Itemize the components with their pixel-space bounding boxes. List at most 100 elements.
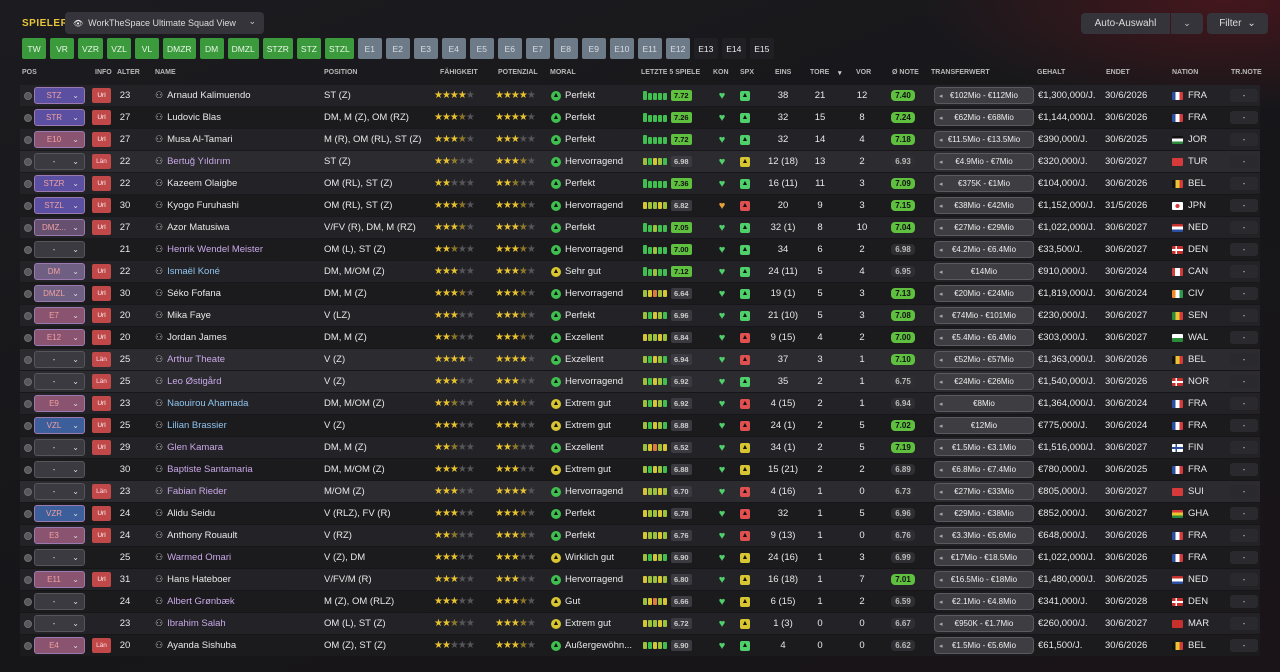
select-radio[interactable] [23, 305, 33, 326]
form-last5[interactable]: 6.70 [643, 481, 692, 502]
morale[interactable]: ▲ Hervorragend [551, 371, 623, 392]
training-rating[interactable]: - [1230, 573, 1258, 586]
player-name[interactable]: ⚇ Arthur Theate [155, 349, 225, 370]
col-wage[interactable]: GEHALT [1037, 69, 1066, 76]
view-selector[interactable]: 👁 WorkTheSpace Ultimate Squad View ⌄ [65, 12, 264, 34]
morale[interactable]: ▲ Perfekt [551, 305, 595, 326]
position-select[interactable]: STR ⌄ [34, 109, 85, 126]
training-rating[interactable]: - [1230, 155, 1258, 168]
select-radio[interactable] [23, 503, 33, 524]
form-last5[interactable]: 7.36 [643, 173, 692, 194]
player-name[interactable]: ⚇ Arnaud Kalimuendo [155, 85, 251, 106]
col-info[interactable]: INFO [95, 69, 112, 76]
position-chip-e3[interactable]: E3 [413, 38, 438, 59]
transfer-value[interactable]: €375K - €1Mio [934, 175, 1034, 192]
select-radio[interactable] [23, 217, 33, 238]
training-rating[interactable]: - [1230, 617, 1258, 630]
transfer-value[interactable]: €5.4Mio - €6.4Mio [934, 329, 1034, 346]
position-select[interactable]: - ⌄ [34, 373, 85, 390]
select-radio[interactable] [23, 591, 33, 612]
transfer-value[interactable]: €12Mio [934, 417, 1034, 434]
form-last5[interactable]: 6.90 [643, 547, 692, 568]
select-radio[interactable] [23, 283, 33, 304]
form-last5[interactable]: 6.76 [643, 525, 692, 546]
table-row[interactable]: - ⌄ Url 29 ⚇ Glen Kamara DM, M (Z) ★★ ★ ★ ★ ★★ ★ ★ ★ ▲ E… [20, 437, 1260, 458]
form-last5[interactable]: 6.80 [643, 569, 692, 590]
select-radio[interactable] [23, 613, 33, 634]
position-chip-vr[interactable]: VR [50, 38, 74, 59]
transfer-value[interactable]: €16.5Mio - €18Mio [934, 571, 1034, 588]
morale[interactable]: ▲ Extrem gut [551, 459, 611, 480]
position-select[interactable]: - ⌄ [34, 439, 85, 456]
col-potential[interactable]: POTENZIAL [498, 69, 538, 76]
form-last5[interactable]: 7.72 [643, 129, 692, 150]
select-radio[interactable] [23, 195, 33, 216]
transfer-value[interactable]: €1.5Mio - €5.6Mio [934, 637, 1034, 654]
transfer-value[interactable]: €1.5Mio - €3.1Mio [934, 439, 1034, 456]
position-chip-dmzl[interactable]: DMZL [227, 38, 259, 59]
position-chip-vzl[interactable]: VZL [107, 38, 131, 59]
morale[interactable]: ▲ Perfekt [551, 129, 595, 150]
morale[interactable]: ▲ Perfekt [551, 217, 595, 238]
player-name[interactable]: ⚇ Hans Hateboer [155, 569, 231, 590]
transfer-value[interactable]: €52Mio - €57Mio [934, 351, 1034, 368]
transfer-value[interactable]: €4.9Mio - €7Mio [934, 153, 1034, 170]
select-radio[interactable] [23, 371, 33, 392]
select-radio[interactable] [23, 547, 33, 568]
table-row[interactable]: - ⌄ 23 ⚇ Ibrahim Salah OM (L), ST (Z) ★★ ★ ★ ★ ★★★… [20, 613, 1260, 634]
table-row[interactable]: E7 ⌄ Url 20 ⚇ Mika Faye V (LZ) ★★★ ★ ★ ★★★ ★ ★ ▲ Perfe… [20, 305, 1260, 326]
table-row[interactable]: STZ ⌄ Url 23 ⚇ Arnaud Kalimuendo ST (Z) ★★★★ ★ ★★… [20, 85, 1260, 106]
col-pos[interactable]: POS [22, 69, 37, 76]
training-rating[interactable]: - [1230, 639, 1258, 652]
table-row[interactable]: DMZ... ⌄ Url 27 ⚇ Azor Matusiwa V/FV (R), DM, … [20, 217, 1260, 238]
training-rating[interactable]: - [1230, 265, 1258, 278]
col-expires[interactable]: ENDET [1106, 69, 1130, 76]
col-value[interactable]: TRANSFERWERT [931, 69, 990, 76]
position-chip-e15[interactable]: E15 [749, 38, 774, 59]
status-badge[interactable]: Url [92, 286, 111, 301]
training-rating[interactable]: - [1230, 133, 1258, 146]
transfer-value[interactable]: €38Mio - €42Mio [934, 197, 1034, 214]
position-chip-e1[interactable]: E1 [357, 38, 382, 59]
training-rating[interactable]: - [1230, 243, 1258, 256]
player-name[interactable]: ⚇ Warmed Omari [155, 547, 231, 568]
form-last5[interactable]: 6.94 [643, 349, 692, 370]
select-radio[interactable] [23, 327, 33, 348]
auto-select-dropdown[interactable]: ⌄ [1171, 13, 1203, 34]
position-select[interactable]: - ⌄ [34, 461, 85, 478]
position-select[interactable]: - ⌄ [34, 351, 85, 368]
player-name[interactable]: ⚇ Naouirou Ahamada [155, 393, 248, 414]
morale[interactable]: ▲ Extrem gut [551, 393, 611, 414]
form-last5[interactable]: 6.98 [643, 151, 692, 172]
training-rating[interactable]: - [1230, 375, 1258, 388]
position-chip-e8[interactable]: E8 [553, 38, 578, 59]
morale[interactable]: ▲ Extrem gut [551, 415, 611, 436]
form-last5[interactable]: 6.64 [643, 283, 692, 304]
status-badge[interactable]: Län [92, 154, 111, 169]
table-row[interactable]: STZR ⌄ Url 22 ⚇ Kazeem Olaigbe OM (RL), ST (Z)… [20, 173, 1260, 194]
position-chip-e13[interactable]: E13 [693, 38, 718, 59]
training-rating[interactable]: - [1230, 397, 1258, 410]
col-kon[interactable]: KON [713, 69, 729, 76]
position-chip-e11[interactable]: E11 [637, 38, 662, 59]
player-name[interactable]: ⚇ Ibrahim Salah [155, 613, 226, 634]
select-radio[interactable] [23, 151, 33, 172]
table-row[interactable]: - ⌄ 25 ⚇ Warmed Omari V (Z), DM ★★★ ★ ★ ★★★ ★ ★ ▲ Wir… [20, 547, 1260, 568]
auto-select-button[interactable]: Auto-Auswahl [1081, 13, 1170, 34]
form-last5[interactable]: 6.96 [643, 305, 692, 326]
morale[interactable]: ▲ Außergewöhn... [551, 635, 632, 656]
position-chip-vzr[interactable]: VZR [78, 38, 103, 59]
form-last5[interactable]: 7.00 [643, 239, 692, 260]
form-last5[interactable]: 6.90 [643, 635, 692, 656]
status-badge[interactable]: Län [92, 484, 111, 499]
form-last5[interactable]: 6.88 [643, 415, 692, 436]
table-row[interactable]: E11 ⌄ Url 31 ⚇ Hans Hateboer V/FV/M (R) ★★★ ★ ★ ★★… [20, 569, 1260, 590]
position-chip-dmzr[interactable]: DMZR [163, 38, 196, 59]
player-name[interactable]: ⚇ Kazeem Olaigbe [155, 173, 237, 194]
training-rating[interactable]: - [1230, 199, 1258, 212]
morale[interactable]: ▲ Perfekt [551, 525, 595, 546]
form-last5[interactable]: 7.05 [643, 217, 692, 238]
morale[interactable]: ▲ Perfekt [551, 503, 595, 524]
status-badge[interactable]: Url [92, 440, 111, 455]
training-rating[interactable]: - [1230, 309, 1258, 322]
